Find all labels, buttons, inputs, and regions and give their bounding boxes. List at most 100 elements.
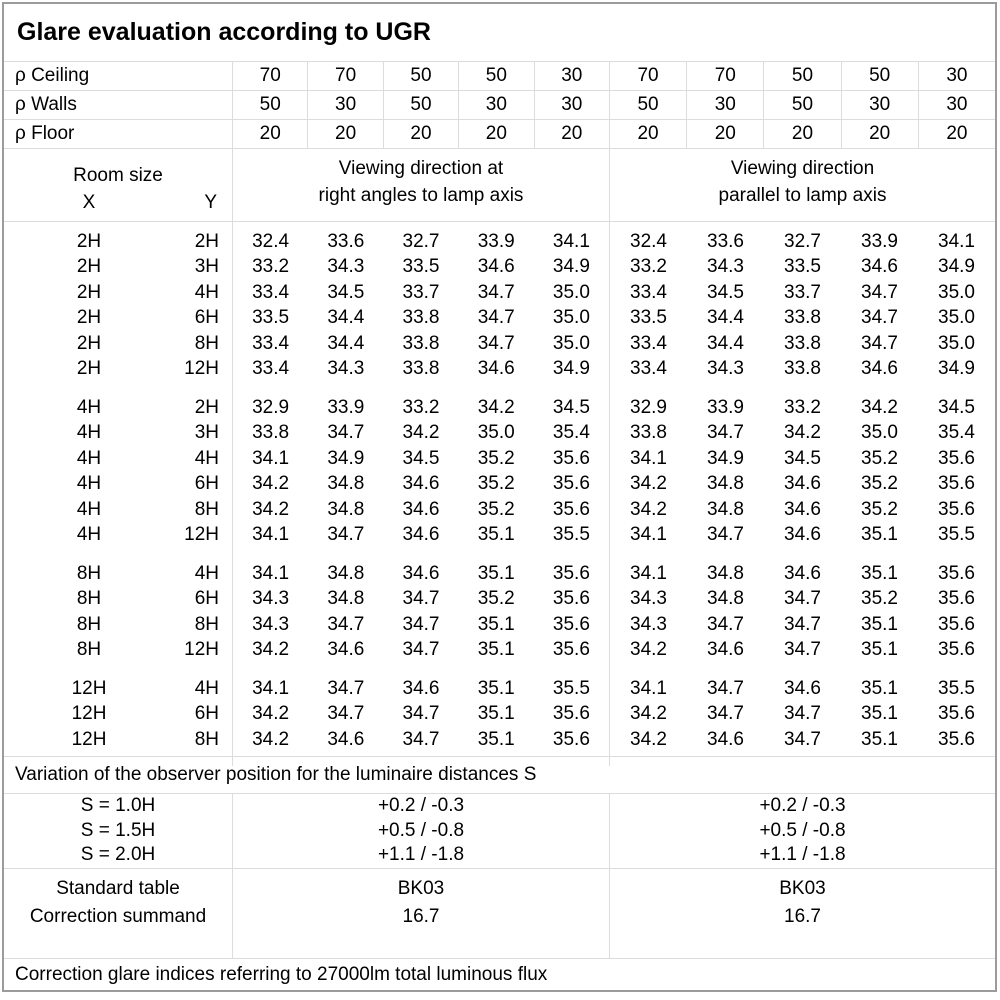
reflectance-value-cell: 30 (533, 91, 609, 119)
ugr-value-cell: 34.7 (477, 307, 515, 329)
s-variation-parallel: +0.2 / -0.3 +0.5 / -0.8 +1.1 / -1.8 (609, 794, 995, 868)
ugr-value-cell: 34.2 (252, 703, 290, 725)
ugr-value-cell: 34.7 (861, 307, 898, 329)
ugr-value-cell: 34.6 (477, 256, 515, 278)
ugr-value-cell: 34.5 (552, 396, 590, 418)
ugr-value-cell: 35.1 (477, 728, 515, 750)
ugr-value-cell: 34.8 (707, 562, 744, 584)
ugr-data-area: 2H 2H 2H 3H 2H 4H 2H 6H 2H 8H 2H 12H 4H 2H 4H 3H 4H 4H 4H 6… (4, 222, 995, 766)
room-y-cell: 8H (194, 613, 219, 635)
table-row: 8H 12H (4, 638, 232, 664)
table-row: 4H 4H (4, 446, 232, 472)
ugr-value-cell: 34.1 (252, 677, 290, 699)
ugr-value-cell: 33.6 (327, 230, 365, 252)
ugr-value-cell: 35.0 (552, 307, 590, 329)
ugr-value-cell: 35.6 (552, 613, 590, 635)
ugr-value-cell: 34.9 (552, 256, 590, 278)
reflectance-value-cell: 20 (307, 120, 382, 148)
ugr-value-cell: 34.3 (630, 613, 667, 635)
ugr-value-cell: 33.4 (630, 332, 667, 354)
table-row: 33.2 34.3 33.5 34.6 34.9 (610, 255, 995, 281)
ugr-value-cell: 34.4 (327, 307, 365, 329)
table-row: 33.4 34.5 33.7 34.7 35.0 (233, 280, 609, 306)
ugr-value-cell: 34.3 (630, 588, 667, 610)
ugr-value-cell: 34.7 (402, 703, 440, 725)
ugr-value-cell: 34.5 (938, 396, 975, 418)
ugr-value-cell: 33.6 (707, 230, 744, 252)
reflectance-row: ρ Floor 20 20 20 20 20 20 20 20 20 20 (4, 120, 995, 149)
ugr-value-cell: 33.8 (630, 422, 667, 444)
ugr-value-cell: 33.9 (477, 230, 515, 252)
table-row: 12H 4H (4, 676, 232, 702)
ugr-value-cell: 33.5 (630, 307, 667, 329)
room-x-cell: 4H (76, 473, 102, 495)
ugr-value-cell: 35.6 (938, 473, 975, 495)
ugr-value-cell: 35.0 (861, 422, 898, 444)
room-size-header: Room size X Y (4, 149, 232, 221)
ugr-value-cell: 34.1 (630, 562, 667, 584)
ugr-value-cell: 35.1 (861, 728, 898, 750)
reflectance-value-cell: 70 (307, 62, 382, 90)
table-row: 34.2 34.6 34.7 35.1 35.6 (610, 638, 995, 664)
table-row: 4H 12H (4, 523, 232, 549)
ugr-value-cell: 35.4 (938, 422, 975, 444)
ugr-value-cell: 34.7 (402, 639, 440, 661)
table-row: 33.4 34.5 33.7 34.7 35.0 (610, 280, 995, 306)
ugr-block-right-angles: 34.1 34.7 34.6 35.1 35.5 34.2 34.7 34.7 35.1 35.6… (233, 676, 609, 753)
ugr-value-cell: 34.6 (327, 639, 365, 661)
s-distance-labels: S = 1.0H S = 1.5H S = 2.0H (80, 795, 156, 866)
ugr-value-cell: 34.1 (252, 562, 290, 584)
ugr-value-cell: 34.8 (707, 473, 744, 495)
table-row: 32.9 33.9 33.2 34.2 34.5 (610, 395, 995, 421)
ugr-value-cell: 34.9 (552, 358, 590, 380)
ugr-value-cell: 34.1 (630, 524, 667, 546)
ugr-value-cell: 34.8 (327, 473, 365, 495)
table-row: 34.2 34.7 34.7 35.1 35.6 (610, 702, 995, 728)
reflectance-value-cell: 50 (763, 91, 840, 119)
ugr-value-cell: 34.5 (784, 447, 821, 469)
ugr-value-cell: 34.7 (402, 728, 440, 750)
ugr-value-cell: 34.6 (707, 728, 744, 750)
ugr-value-cell: 34.4 (707, 332, 744, 354)
ugr-value-cell: 34.6 (402, 473, 440, 495)
room-x-cell: 8H (76, 562, 102, 584)
reflectance-value-cell: 20 (686, 120, 763, 148)
ugr-value-cell: 34.7 (327, 613, 365, 635)
ugr-value-cell: 34.5 (402, 447, 440, 469)
table-row: 33.8 34.7 34.2 35.0 35.4 (233, 421, 609, 447)
room-x-cell: 12H (71, 703, 107, 725)
reflectance-value-cell: 30 (307, 91, 382, 119)
ugr-value-cell: 34.2 (630, 728, 667, 750)
ugr-value-cell: 34.2 (252, 639, 290, 661)
ugr-value-cell: 34.3 (327, 256, 365, 278)
ugr-value-cell: 33.5 (252, 307, 290, 329)
table-row: 4H 3H (4, 421, 232, 447)
ugr-value-cell: 35.0 (938, 332, 975, 354)
ugr-value-cell: 35.6 (938, 498, 975, 520)
room-x-cell: 12H (71, 677, 107, 699)
ugr-value-cell: 35.6 (552, 703, 590, 725)
ugr-value-cell: 35.5 (938, 524, 975, 546)
ugr-value-cell: 35.5 (552, 677, 590, 699)
table-row: 2H 12H (4, 357, 232, 383)
room-y-cell: 3H (194, 422, 219, 444)
room-x-cell: 4H (76, 498, 102, 520)
standard-table-labels: Standard table Correction summand (29, 878, 207, 927)
reflectance-value-cell: 20 (232, 120, 307, 148)
table-row: 34.1 34.9 34.5 35.2 35.6 (610, 446, 995, 472)
viewing-direction-right-angles-header: Viewing direction at right angles to lam… (232, 149, 609, 221)
ugr-value-cell: 35.6 (938, 613, 975, 635)
room-x-cell: 2H (76, 358, 102, 380)
ugr-value-cell: 33.5 (402, 256, 440, 278)
table-row: 34.1 34.7 34.6 35.1 35.5 (233, 676, 609, 702)
table-row: 33.2 34.3 33.5 34.6 34.9 (233, 255, 609, 281)
ugr-value-cell: 33.8 (402, 307, 440, 329)
table-row: 34.1 34.7 34.6 35.1 35.5 (610, 523, 995, 549)
ugr-value-cell: 35.4 (552, 422, 590, 444)
ugr-value-cell: 35.1 (861, 639, 898, 661)
ugr-value-cell: 34.2 (252, 728, 290, 750)
ugr-value-cell: 34.7 (327, 524, 365, 546)
table-row: 34.3 34.7 34.7 35.1 35.6 (610, 612, 995, 638)
ugr-value-cell: 34.7 (861, 281, 898, 303)
ugr-value-cell: 33.8 (784, 307, 821, 329)
